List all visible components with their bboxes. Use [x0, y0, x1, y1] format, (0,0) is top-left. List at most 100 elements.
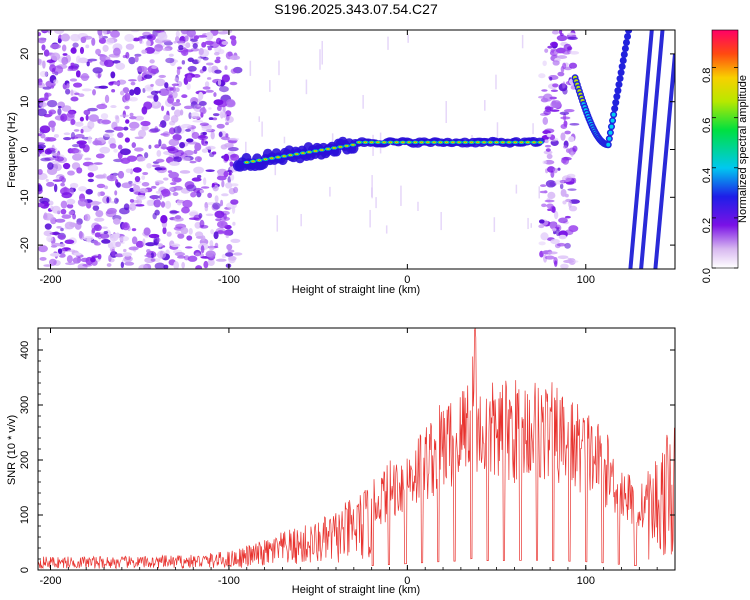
- colorbar-gradient: [712, 30, 738, 268]
- noise-speckle: [50, 245, 58, 248]
- noise-speckle: [103, 230, 109, 234]
- noise-speckle: [551, 227, 557, 232]
- noise-speckle: [57, 234, 66, 240]
- noise-speckle: [226, 98, 236, 106]
- noise-speckle: [199, 219, 205, 228]
- noise-speckle: [43, 230, 53, 237]
- noise-speckle: [78, 186, 87, 192]
- noise-speckle: [547, 191, 556, 200]
- noise-speckle: [193, 166, 205, 174]
- noise-speckle: [111, 248, 116, 257]
- noise-speckle: [166, 231, 172, 237]
- noise-speckle: [38, 108, 47, 117]
- noise-speckle: [163, 114, 170, 122]
- noise-speckle: [214, 195, 219, 203]
- noise-speckle: [97, 73, 101, 79]
- colorbar-tick-label: 0.2: [701, 218, 713, 233]
- noise-streak: [283, 136, 286, 144]
- noise-speckle: [86, 61, 90, 67]
- noise-speckle: [230, 174, 235, 181]
- noise-speckle: [186, 30, 196, 38]
- tone-trace: [616, 75, 624, 83]
- noise-speckle: [53, 79, 59, 84]
- noise-speckle: [129, 203, 137, 211]
- noise-speckle: [563, 108, 575, 113]
- noise-speckle: [131, 142, 137, 149]
- noise-speckle: [93, 224, 102, 232]
- carrier-peak: [274, 155, 282, 160]
- noise-speckle: [125, 51, 130, 59]
- noise-speckle: [560, 189, 567, 197]
- noise-speckle: [79, 46, 85, 55]
- noise-speckle: [540, 97, 549, 103]
- noise-speckle: [168, 94, 173, 99]
- snr-line: [38, 328, 675, 570]
- noise-speckle: [154, 262, 165, 269]
- noise-speckle: [80, 36, 87, 44]
- noise-speckle: [177, 233, 185, 239]
- noise-speckle: [201, 41, 207, 48]
- noise-speckle: [115, 62, 126, 70]
- noise-speckle: [136, 194, 147, 201]
- noise-speckle: [154, 44, 164, 52]
- noise-speckle: [552, 60, 560, 66]
- noise-speckle: [164, 82, 169, 89]
- noise-speckle: [143, 227, 151, 236]
- noise-speckle: [211, 151, 217, 155]
- noise-speckle: [53, 231, 60, 236]
- noise-speckle: [123, 248, 127, 253]
- noise-speckle: [117, 132, 124, 138]
- noise-speckle: [547, 208, 553, 212]
- snr-panel: -200 -100 0 100 0 100 200 300 400 Height of str…: [6, 327, 676, 596]
- noise-speckle: [67, 249, 76, 252]
- noise-speckle: [73, 129, 80, 132]
- carrier-peak: [311, 149, 319, 153]
- noise-streak: [532, 123, 534, 135]
- tone-core: [608, 130, 613, 135]
- noise-speckle: [185, 42, 191, 49]
- noise-speckle: [230, 199, 239, 205]
- noise-speckle: [544, 255, 555, 260]
- noise-speckle: [61, 56, 69, 65]
- noise-speckle: [70, 33, 81, 42]
- noise-speckle: [116, 182, 121, 188]
- noise-speckle: [43, 213, 54, 221]
- noise-speckle: [567, 36, 578, 40]
- noise-speckle: [137, 129, 147, 138]
- noise-speckle: [162, 47, 171, 52]
- noise-speckle: [186, 83, 191, 90]
- tone-trace: [615, 81, 623, 89]
- alias-trace: [628, 30, 654, 269]
- noise-speckle: [229, 55, 241, 61]
- noise-speckle: [221, 74, 230, 83]
- noise-speckle: [160, 215, 168, 224]
- noise-speckle: [222, 30, 233, 34]
- noise-speckle: [38, 97, 49, 102]
- noise-streak: [445, 101, 447, 123]
- carrier-peak: [411, 140, 419, 145]
- tone-core: [610, 118, 615, 123]
- noise-speckle: [38, 202, 45, 208]
- noise-speckle: [110, 30, 121, 38]
- noise-speckle: [204, 141, 209, 144]
- noise-streak: [278, 60, 280, 76]
- noise-streak: [276, 215, 279, 232]
- noise-speckle: [197, 135, 209, 141]
- colorbar: 0.0 0.2 0.4 0.6 0.8 Normalized spectral ampl…: [701, 29, 749, 283]
- noise-speckle: [51, 67, 56, 75]
- noise-speckle: [220, 199, 224, 207]
- noise-speckle: [233, 186, 239, 194]
- carrier-peak: [318, 148, 326, 152]
- tone-trace: [621, 45, 629, 53]
- noise-speckle: [39, 102, 48, 108]
- noise-speckle: [569, 122, 580, 126]
- noise-speckle: [68, 210, 75, 216]
- noise-speckle: [161, 143, 167, 150]
- carrier-peak: [493, 140, 501, 145]
- noise-speckle: [74, 222, 82, 230]
- noise-speckle: [185, 138, 194, 143]
- noise-speckle: [134, 175, 141, 183]
- noise-speckle: [207, 47, 212, 51]
- tone-trace: [626, 21, 633, 28]
